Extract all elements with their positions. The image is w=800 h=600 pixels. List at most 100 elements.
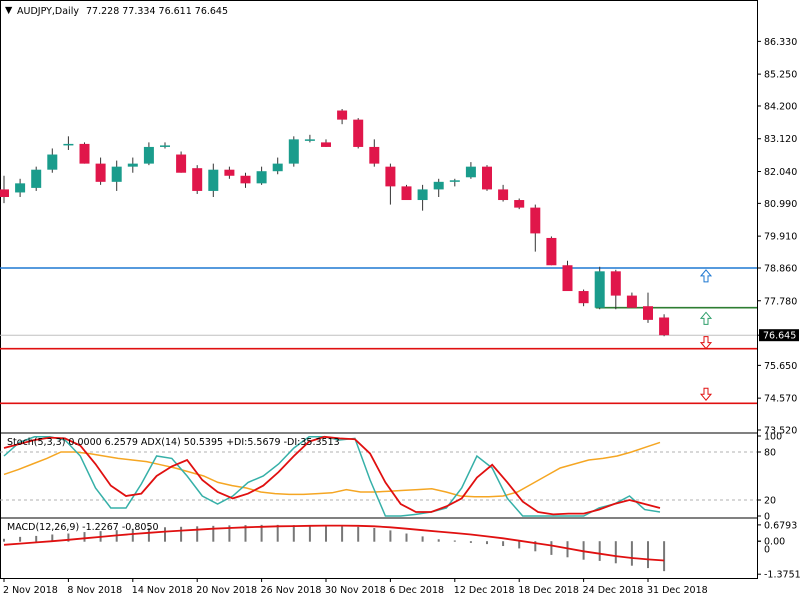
price-tick-label: 75.650	[764, 361, 797, 372]
last-price-box	[759, 329, 799, 342]
candle-body	[127, 163, 138, 167]
candle	[353, 118, 364, 149]
price-pane[interactable]	[0, 109, 757, 405]
macd-pane[interactable]	[3, 524, 666, 572]
stoch-tick-label: 20	[764, 496, 776, 507]
candle	[401, 184, 412, 201]
candle-body	[321, 142, 331, 147]
candle	[514, 198, 525, 210]
candle	[433, 178, 444, 197]
time-tick-label: 18 Dec 2018	[518, 585, 579, 596]
candle-body	[385, 166, 396, 187]
candle	[546, 236, 557, 266]
candle	[288, 136, 299, 167]
stoch-adx-label: Stoch(5,3,3) 0.0000 6.2579 ADX(14) 50.53…	[7, 437, 340, 448]
candle-body	[192, 168, 203, 191]
macd-tick-label: 0.6793	[764, 520, 797, 531]
candle-body	[433, 181, 444, 190]
candle-body	[0, 189, 9, 197]
time-tick-label: 12 Dec 2018	[454, 585, 515, 596]
price-tick-label: 80.990	[764, 199, 797, 210]
candle-body	[626, 295, 637, 308]
candle-body	[417, 189, 428, 201]
arrow-up-icon	[699, 311, 713, 325]
candle	[449, 178, 460, 187]
candle-body	[256, 171, 267, 184]
candle	[610, 269, 621, 310]
candle	[304, 134, 315, 143]
candle	[192, 165, 203, 194]
candle	[208, 163, 219, 197]
candle-body	[659, 317, 670, 336]
macd-tick-label: 0	[764, 545, 770, 556]
arrow-down-icon	[699, 387, 713, 401]
candle	[15, 178, 26, 197]
candle	[321, 139, 331, 147]
time-tick-label: 8 Nov 2018	[67, 585, 122, 596]
candle-body	[353, 119, 364, 147]
candle-body	[160, 145, 170, 147]
candle	[337, 109, 348, 125]
price-tick-label: 82.040	[764, 167, 797, 178]
time-axis: 2 Nov 2018 8 Nov 2018 14 Nov 2018 20 Nov 20…	[3, 578, 708, 596]
macd-signal-line	[3, 524, 665, 562]
candle-body	[15, 183, 26, 193]
macd-label: MACD(12,26,9) -1.2267 -0.8050	[7, 522, 159, 533]
price-tick-label: 77.780	[764, 296, 797, 307]
candle	[530, 204, 541, 252]
price-tick-label: 73.520	[764, 426, 797, 437]
candle-body	[63, 143, 74, 146]
time-tick-label: 14 Nov 2018	[132, 585, 193, 596]
candle-body	[514, 200, 525, 208]
candle-body	[610, 271, 621, 296]
candle	[562, 260, 573, 292]
stoch-adx-pane[interactable]	[0, 435, 757, 517]
time-tick-label: 20 Nov 2018	[196, 585, 257, 596]
stoch-tick-label: 100	[764, 432, 782, 443]
candle	[498, 184, 509, 202]
candle-body	[369, 146, 380, 164]
price-tick-label: 86.330	[764, 37, 797, 48]
price-tick-label: 74.570	[764, 394, 797, 405]
candle-body	[498, 189, 509, 201]
candle	[385, 163, 396, 205]
candle-body	[176, 154, 187, 173]
candle	[256, 166, 267, 185]
price-axis: 86.330 85.250 84.200 83.120 82.040 80.990 79.9…	[757, 37, 800, 581]
stoch-tick-label: 80	[764, 448, 776, 459]
candle	[143, 142, 154, 166]
candle-body	[111, 166, 122, 182]
price-tick-label: 85.250	[764, 70, 797, 81]
candle-body	[272, 163, 283, 172]
candle-body	[594, 271, 605, 308]
candle	[224, 166, 235, 179]
candle-body	[530, 207, 541, 234]
candle	[47, 148, 58, 173]
candle	[369, 139, 380, 167]
time-tick-label: 6 Dec 2018	[389, 585, 444, 596]
macd-tick-label: -1.3751	[764, 570, 800, 581]
candle	[240, 172, 251, 188]
candle	[659, 314, 670, 337]
symbol-label: AUDJPY,Daily	[17, 6, 79, 17]
arrow-down-icon	[699, 336, 713, 350]
candle-body	[465, 166, 476, 178]
candle	[176, 151, 187, 173]
chart-collapse-icon[interactable]: ▼	[5, 5, 13, 16]
arrow-up-icon	[699, 269, 713, 283]
candle-body	[643, 306, 653, 320]
candle	[626, 292, 637, 308]
candle	[0, 175, 9, 204]
candle-body	[304, 139, 315, 141]
candle	[160, 142, 170, 149]
candle-body	[47, 154, 58, 170]
candle-body	[337, 110, 348, 120]
candle	[63, 136, 74, 150]
candle-body	[562, 265, 573, 292]
price-tick-label: 84.200	[764, 101, 797, 112]
candle-body	[208, 169, 219, 191]
candle	[31, 166, 42, 191]
price-tick-label: 83.120	[764, 134, 797, 145]
price-tick-label: 78.860	[764, 263, 797, 274]
